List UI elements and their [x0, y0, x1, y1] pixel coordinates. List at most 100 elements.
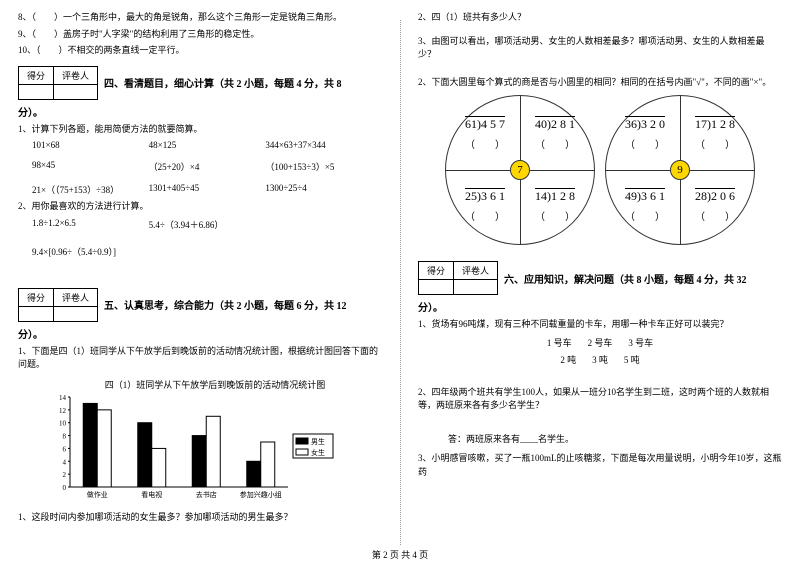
sec5-q1: 1、下面是四（1）班同学从下午放学后到晚饭前的活动情况统计图，根据统计图回答下面… [18, 345, 382, 372]
sec6-a2: 答：两班原来各有____名学生。 [448, 433, 782, 447]
weight: 3 吨 [592, 353, 608, 366]
page-footer: 第 2 页 共 4 页 [0, 548, 800, 561]
div-expr: 61)4 5 7 [455, 117, 515, 132]
section-6-end: 分）。 [418, 299, 782, 314]
score-box-5: 得分评卷人 五、认真思考，综合能力（共 2 小题，每题 6 分，共 12 [18, 288, 382, 322]
calc: 101×68 [32, 140, 149, 150]
circles-container: 7 61)4 5 7 （ ） 40)2 8 1 （ ） 25)3 6 1 （ ） 14… [418, 95, 782, 245]
score-label: 得分 [19, 66, 54, 84]
r1: 2、四（1）班共有多少人？ [418, 11, 782, 25]
calc-row-1: 101×6848×125344×63+37×344 [32, 140, 382, 150]
sec6-q3: 3、小明感冒咳嗽，买了一瓶100mL的止咳糖浆，下面是每次用量说明，小明今年10… [418, 452, 782, 479]
chart-svg: 0 2 4 6 8 10 12 14 做作业 看电视 去书店 参加兴趣小组 男生女生 [48, 393, 348, 503]
paren: （ ） [525, 136, 585, 151]
svg-text:10: 10 [59, 419, 67, 427]
svg-text:4: 4 [63, 458, 67, 466]
svg-text:6: 6 [63, 445, 67, 453]
score-label: 得分 [19, 288, 54, 306]
calc-row-3: 21×（（75+153）÷38）1301+405÷451300÷25÷4 [32, 183, 382, 196]
truck-weights: 2 吨 3 吨 5 吨 [418, 353, 782, 366]
q9: 9、（ ）盖房子时"人字梁"的结构利用了三角形的稳定性。 [18, 28, 382, 42]
c1-q3: 25)3 6 1 （ ） [455, 189, 515, 223]
svg-text:参加兴趣小组: 参加兴趣小组 [240, 490, 282, 499]
paren: （ ） [455, 208, 515, 223]
svg-text:女生: 女生 [311, 448, 325, 457]
svg-text:看电视: 看电视 [141, 490, 162, 499]
calc: （100+153÷3）×5 [265, 160, 382, 173]
div-expr: 40)2 8 1 [525, 117, 585, 132]
svg-text:8: 8 [63, 432, 67, 440]
c1-q1: 61)4 5 7 （ ） [455, 117, 515, 151]
c1-q2: 40)2 8 1 （ ） [525, 117, 585, 151]
calc: 1.8÷1.2×6.5 [32, 218, 149, 231]
div-expr: 49)3 6 1 [615, 189, 675, 204]
q10: 10、（ ）不相交的两条直线一定平行。 [18, 44, 382, 58]
grader-label: 评卷人 [54, 66, 98, 84]
c2-q1: 36)3 2 0 （ ） [615, 117, 675, 151]
calc: 1300÷25÷4 [265, 183, 382, 196]
score-label: 得分 [419, 262, 454, 280]
section-5-end: 分）。 [18, 326, 382, 341]
truck: 1 号车 [547, 336, 572, 349]
svg-text:12: 12 [59, 406, 67, 414]
section-6-title: 六、应用知识，解决问题（共 8 小题，每题 4 分，共 32 [504, 271, 747, 286]
section-5-title: 五、认真思考，综合能力（共 2 小题，每题 6 分，共 12 [104, 297, 347, 312]
right-column: 2、四（1）班共有多少人？ 3、由图可以看出，哪项活动男、女生的人数相差最多？哪… [400, 0, 800, 565]
div-expr: 28)2 0 6 [685, 189, 745, 204]
calc-row-4: 1.8÷1.2×6.55.4÷（3.94＋6.86） [32, 218, 382, 231]
sec6-q1: 1、货场有96吨煤，现有三种不同载重量的卡车，用哪一种卡车正好可以装完？ [418, 318, 782, 332]
svg-text:做作业: 做作业 [87, 490, 108, 499]
section-4-title: 四、看清题目，细心计算（共 2 小题，每题 4 分，共 8 [104, 75, 342, 90]
score-box-6: 得分评卷人 六、应用知识，解决问题（共 8 小题，每题 4 分，共 32 [418, 261, 782, 295]
c2-q3: 49)3 6 1 （ ） [615, 189, 675, 223]
calc: 1301+405÷45 [149, 183, 266, 196]
paren: （ ） [615, 136, 675, 151]
grader-label: 评卷人 [54, 288, 98, 306]
calc: 344×63+37×344 [265, 140, 382, 150]
bar-chart: 四（1）班同学从下午放学后到晚饭前的活动情况统计图 0 2 4 6 8 10 12 14 做作业… [48, 378, 382, 505]
div-expr: 17)1 2 8 [685, 117, 745, 132]
center-2: 9 [670, 160, 690, 180]
paren: （ ） [685, 208, 745, 223]
c2-q2: 17)1 2 8 （ ） [685, 117, 745, 151]
calc: 48×125 [149, 140, 266, 150]
svg-text:0: 0 [63, 484, 67, 492]
paren: （ ） [615, 208, 675, 223]
paren: （ ） [685, 136, 745, 151]
truck: 2 号车 [588, 336, 613, 349]
svg-text:2: 2 [63, 471, 67, 479]
chart-title: 四（1）班同学从下午放学后到晚饭前的活动情况统计图 [48, 378, 382, 391]
svg-text:男生: 男生 [311, 437, 325, 446]
weight: 5 吨 [624, 353, 640, 366]
paren: （ ） [455, 136, 515, 151]
sec6-q2: 2、四年级两个班共有学生100人，如果从一班分10名学生到二班，这时两个班的人数… [418, 386, 782, 413]
section-4-end: 分）。 [18, 104, 382, 119]
paren: （ ） [525, 208, 585, 223]
r2: 3、由图可以看出，哪项活动男、女生的人数相差最多？哪项活动男、女生的人数相差最少… [418, 35, 782, 62]
svg-text:去书店: 去书店 [196, 490, 217, 499]
circle-2: 9 36)3 2 0 （ ） 17)1 2 8 （ ） 49)3 6 1 （ ） 28… [605, 95, 755, 245]
q8: 8、（ ）一个三角形中，最大的角是锐角，那么这个三角形一定是锐角三角形。 [18, 11, 382, 25]
circle-1: 7 61)4 5 7 （ ） 40)2 8 1 （ ） 25)3 6 1 （ ） 14… [445, 95, 595, 245]
calc: 5.4÷（3.94＋6.86） [149, 218, 266, 231]
truck-header: 1 号车 2 号车 3 号车 [418, 336, 782, 349]
svg-text:14: 14 [59, 394, 67, 402]
div-expr: 36)3 2 0 [615, 117, 675, 132]
calc: （25+20）×4 [149, 160, 266, 173]
sec4-q2: 2、用你最喜欢的方法进行计算。 [18, 200, 382, 214]
sec5-sub1: 1、这段时间内参加哪项活动的女生最多？参加哪项活动的男生最多？ [18, 511, 382, 525]
calc-row-2: 98×45（25+20）×4（100+153÷3）×5 [32, 160, 382, 173]
grader-label: 评卷人 [454, 262, 498, 280]
calc: 21×（（75+153）÷38） [32, 183, 149, 196]
c2-q4: 28)2 0 6 （ ） [685, 189, 745, 223]
center-1: 7 [510, 160, 530, 180]
weight: 2 吨 [560, 353, 576, 366]
truck: 3 号车 [628, 336, 653, 349]
div-expr: 25)3 6 1 [455, 189, 515, 204]
score-box-4: 得分评卷人 四、看清题目，细心计算（共 2 小题，每题 4 分，共 8 [18, 66, 382, 100]
calc-row-5: 9.4×[0.96÷（5.4÷0.9）] [32, 245, 382, 258]
calc: 9.4×[0.96÷（5.4÷0.9）] [32, 245, 149, 258]
r3: 2、下面大圆里每个算式的商是否与小圆里的相同？相同的在括号内画"√"，不同的画"… [418, 76, 782, 90]
div-expr: 14)1 2 8 [525, 189, 585, 204]
c1-q4: 14)1 2 8 （ ） [525, 189, 585, 223]
